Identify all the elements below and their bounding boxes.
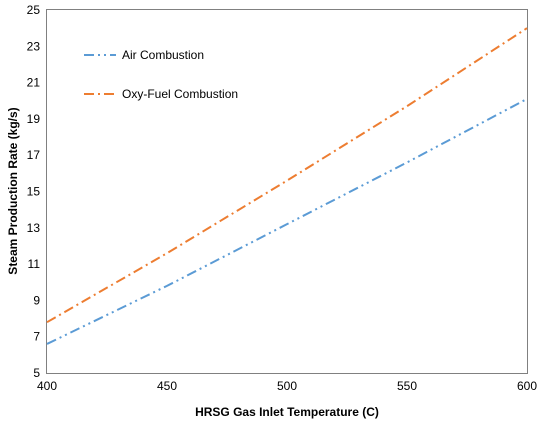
y-tick-label: 21 (27, 76, 41, 90)
x-tick-label: 550 (397, 379, 417, 393)
series-line-1 (46, 98, 528, 345)
x-axis-title: HRSG Gas Inlet Temperature (C) (195, 405, 379, 419)
series-line-2 (46, 27, 528, 324)
y-tick-label: 13 (27, 221, 41, 235)
x-tick-label: 500 (277, 379, 297, 393)
y-tick-label: 11 (28, 257, 41, 271)
plot-area (46, 9, 528, 374)
legend: Air Combustion Oxy-Fuel Combustion (84, 48, 238, 101)
legend-label-1: Air Combustion (122, 48, 204, 62)
x-tick-label: 400 (37, 379, 57, 393)
y-tick-label: 7 (33, 330, 40, 344)
y-tick-label: 5 (33, 366, 40, 380)
series-lines (46, 27, 528, 345)
y-tick-label: 15 (27, 185, 41, 199)
y-tick-label: 9 (33, 293, 40, 307)
axis-ticks: 5 7 9 11 13 15 17 19 21 23 25 400 450 500 550 600 (27, 3, 538, 393)
y-tick-label: 25 (27, 3, 41, 17)
y-tick-label: 17 (27, 148, 41, 162)
y-tick-label: 19 (27, 112, 41, 126)
x-tick-label: 450 (157, 379, 177, 393)
y-tick-label: 23 (27, 39, 41, 53)
y-axis-title: Steam Production Rate (kg/s) (6, 107, 20, 274)
x-tick-label: 600 (517, 379, 537, 393)
legend-label-2: Oxy-Fuel Combustion (122, 87, 238, 101)
